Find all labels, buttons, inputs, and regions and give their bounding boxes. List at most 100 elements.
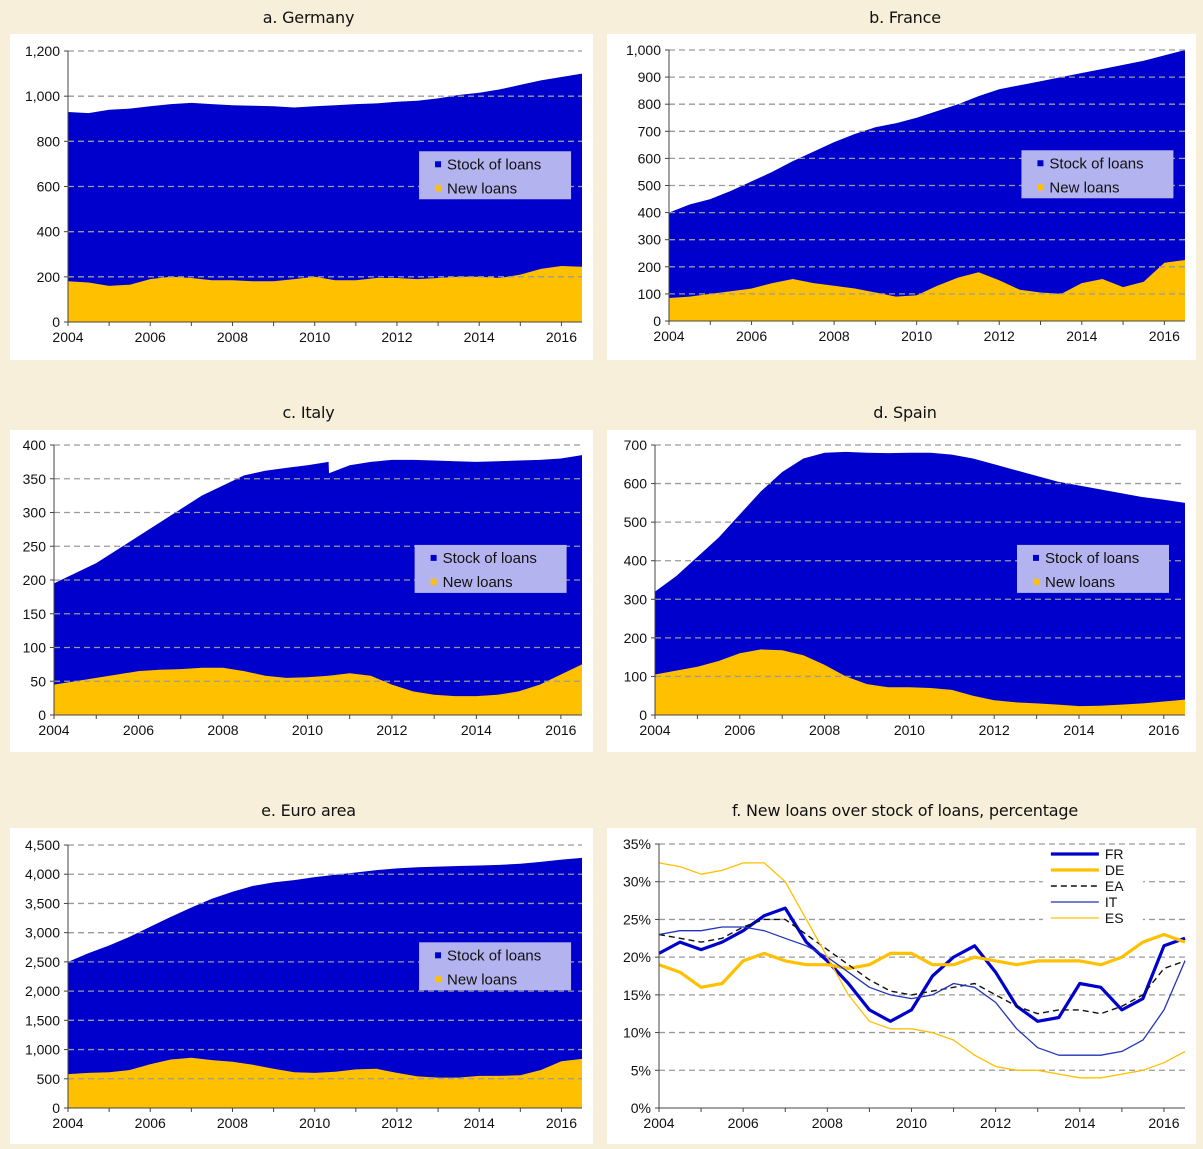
legend-box — [419, 942, 572, 991]
y-tick-label: 300 — [638, 232, 662, 248]
chart-panel-euro-area: 0 500 1,000 1,500 2,000 2,500 3,000 3,500 4,000 4… — [10, 828, 593, 1144]
legend-box — [1042, 846, 1143, 938]
x-tick-label: 2006 — [135, 329, 166, 345]
y-tick-label: 800 — [37, 133, 61, 149]
legend-label: Stock of loans — [1049, 155, 1143, 172]
y-tick-label: 0 — [52, 314, 60, 330]
legend-label: Stock of loans — [1045, 550, 1139, 567]
area-stock-of-loans — [54, 455, 582, 715]
x-tick-label: 2016 — [1148, 1115, 1179, 1131]
x-tick-label: 2012 — [381, 329, 412, 345]
x-tick-label: 2008 — [217, 1115, 248, 1131]
y-tick-label: 500 — [37, 1071, 61, 1087]
x-tick-label: 2006 — [724, 722, 755, 738]
chart-panel-germany: 0 200 400 600 800 1,000 1,200 2004 2006 2008 2010 2… — [10, 34, 593, 360]
series-line-it — [658, 926, 1186, 1056]
area-new-loans — [655, 649, 1185, 715]
y-tick-label: 3,000 — [25, 925, 60, 941]
y-tick-label: 400 — [638, 205, 662, 221]
y-tick-label: 0 — [639, 707, 647, 723]
legend-box — [1016, 544, 1169, 593]
chart-italy: 0 50 100 150 200 250 300 350 400 2004 2006 2008 2010… — [23, 437, 582, 738]
x-tick-label: 2006 — [123, 722, 154, 738]
legend-box — [419, 151, 572, 200]
chart-germany: 0 200 400 600 800 1,000 1,200 2004 2006 2008 2010 2… — [25, 43, 582, 345]
y-tick-label: 25% — [623, 911, 651, 927]
x-tick-label: 2016 — [1148, 722, 1179, 738]
y-tick-label: 1,200 — [25, 43, 60, 59]
x-tick-label: 2006 — [728, 1115, 759, 1131]
x-tick-label: 2016 — [546, 1115, 577, 1131]
legend-swatch — [1037, 184, 1044, 191]
x-tick-label: 2010 — [292, 722, 323, 738]
y-tick-label: 600 — [37, 179, 61, 195]
legend-box — [414, 544, 567, 593]
chart-title-germany: a. Germany — [262, 8, 355, 27]
x-tick-label: 2008 — [819, 328, 850, 344]
x-tick-label: 2010 — [901, 328, 932, 344]
y-tick-label: 0 — [653, 313, 661, 329]
y-tick-label: 400 — [37, 224, 61, 240]
chart-title-ratio: f. New loans over stock of loans, percen… — [731, 801, 1079, 820]
y-tick-label: 200 — [23, 572, 47, 588]
legend-swatch — [1032, 578, 1039, 585]
chart-france: 0 100 200 300 400 500 600 700 800 900 1,000 2004 200… — [626, 42, 1185, 344]
area-stock-of-loans — [68, 857, 582, 1108]
y-tick-label: 10% — [623, 1025, 651, 1041]
y-tick-label: 600 — [624, 476, 648, 492]
x-tick-label: 2004 — [52, 329, 83, 345]
y-tick-label: 20% — [623, 949, 651, 965]
y-tick-label: 300 — [23, 505, 47, 521]
y-tick-label: 2,500 — [25, 954, 60, 970]
area-new-loans — [68, 266, 582, 322]
legend-label: Stock of loans — [443, 550, 537, 567]
series-line-ea — [658, 918, 1186, 1015]
chart-panel-ratio: 0% 5% 10% 15% 20% 25% 30% 35% 2004 2006 2008 2010 20… — [607, 828, 1196, 1144]
y-tick-label: 30% — [623, 874, 651, 890]
legend-swatch — [430, 554, 437, 561]
x-tick-label: 2008 — [809, 722, 840, 738]
legend-label: New loans — [447, 180, 517, 197]
y-tick-label: 100 — [638, 286, 662, 302]
y-tick-label: 150 — [23, 606, 47, 622]
y-tick-label: 1,000 — [25, 88, 60, 104]
y-tick-label: 200 — [624, 630, 648, 646]
y-tick-label: 400 — [624, 553, 648, 569]
chart-title-spain: d. Spain — [873, 403, 937, 422]
chart-spain: 0 100 200 300 400 500 600 700 2004 2006 2008 2010 20… — [624, 437, 1185, 738]
y-tick-label: 300 — [624, 591, 648, 607]
y-tick-label: 900 — [638, 69, 662, 85]
x-tick-label: 2016 — [1149, 328, 1180, 344]
legend-label: New loans — [443, 574, 513, 591]
x-tick-label: 2012 — [381, 1115, 412, 1131]
x-tick-label: 2012 — [980, 1115, 1011, 1131]
x-tick-label: 2014 — [461, 722, 492, 738]
y-tick-label: 350 — [23, 471, 47, 487]
series-line-es — [658, 862, 1186, 1079]
legend-label: IT — [1105, 894, 1118, 910]
x-tick-label: 2006 — [135, 1115, 166, 1131]
chart-title-italy: c. Italy — [282, 403, 335, 422]
area-new-loans — [54, 664, 582, 715]
x-tick-label: 2008 — [207, 722, 238, 738]
y-tick-label: 35% — [623, 836, 651, 852]
y-tick-label: 4,000 — [25, 866, 60, 882]
x-tick-label: 2012 — [984, 328, 1015, 344]
legend-label: DE — [1105, 862, 1124, 878]
x-tick-label: 2014 — [1066, 328, 1097, 344]
chart-panel-france: 0 100 200 300 400 500 600 700 800 900 1,000 2004 200… — [607, 34, 1196, 360]
legend-swatch — [430, 578, 437, 585]
x-tick-label: 2012 — [979, 722, 1010, 738]
x-tick-label: 2004 — [52, 1115, 83, 1131]
y-tick-label: 100 — [624, 668, 648, 684]
y-tick-label: 4,500 — [25, 837, 60, 853]
x-tick-label: 2010 — [896, 1115, 927, 1131]
chart-title-euro-area: e. Euro area — [261, 801, 356, 820]
legend-swatch — [1032, 554, 1039, 561]
x-tick-label: 2014 — [1063, 722, 1094, 738]
y-tick-label: 1,000 — [626, 42, 661, 58]
y-tick-label: 200 — [37, 269, 61, 285]
chart-euro-area: 0 500 1,000 1,500 2,000 2,500 3,000 3,500 4,000 4… — [25, 837, 582, 1131]
legend-swatch — [1037, 160, 1044, 167]
x-tick-label: 2004 — [643, 1115, 674, 1131]
